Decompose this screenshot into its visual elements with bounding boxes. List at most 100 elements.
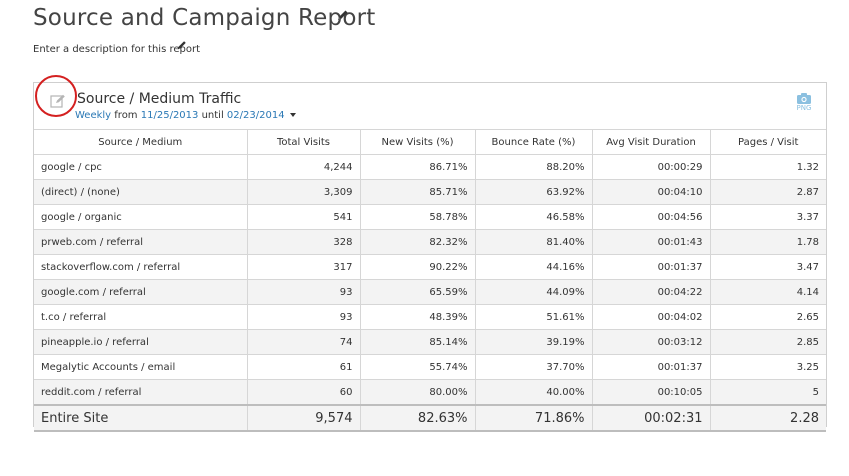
report-description[interactable]: Enter a description for this report: [33, 44, 201, 55]
table-cell: 00:03:12: [591, 329, 711, 355]
total-cell: 00:02:31: [591, 404, 711, 432]
png-export-button[interactable]: PNG: [794, 93, 814, 112]
table-row: pineapple.io / referral 74 85.14% 39.19%…: [34, 329, 826, 355]
caret-down-icon[interactable]: [289, 113, 296, 117]
table-cell: 00:04:10: [591, 179, 711, 205]
table-cell: 46.58%: [474, 204, 593, 230]
table-cell: 81.40%: [474, 229, 593, 255]
date-range-selector[interactable]: Weekly from 11/25/2013 until 02/23/2014: [75, 110, 296, 121]
column-header[interactable]: Pages / Visit: [709, 129, 826, 155]
table-cell: 88.20%: [474, 154, 593, 180]
table-cell: 61: [246, 354, 361, 380]
table-row: google / cpc 4,244 86.71% 88.20% 00:00:2…: [34, 154, 826, 180]
table-cell: 541: [246, 204, 361, 230]
table-cell: 65.59%: [359, 279, 476, 305]
traffic-table: Source / Medium Total Visits New Visits …: [34, 129, 826, 432]
total-cell: 9,574: [246, 404, 361, 432]
table-cell: 3.37: [709, 204, 826, 230]
total-row: Entire Site 9,574 82.63% 71.86% 00:02:31…: [34, 404, 826, 432]
table-cell: 44.09%: [474, 279, 593, 305]
until-label: until: [201, 110, 224, 121]
table-cell: 82.32%: [359, 229, 476, 255]
table-cell: 51.61%: [474, 304, 593, 330]
table-row: stackoverflow.com / referral 317 90.22% …: [34, 254, 826, 280]
table-cell: 86.71%: [359, 154, 476, 180]
table-cell: 48.39%: [359, 304, 476, 330]
column-header[interactable]: Avg Visit Duration: [591, 129, 711, 155]
table-cell: 5: [709, 379, 826, 406]
column-header[interactable]: Total Visits: [246, 129, 361, 155]
table-cell: 55.74%: [359, 354, 476, 380]
table-cell: prweb.com / referral: [34, 229, 248, 255]
table-cell: 80.00%: [359, 379, 476, 406]
table-cell: 85.14%: [359, 329, 476, 355]
table-cell: pineapple.io / referral: [34, 329, 248, 355]
total-cell: 82.63%: [359, 404, 476, 432]
table-cell: 44.16%: [474, 254, 593, 280]
table-row: t.co / referral 93 48.39% 51.61% 00:04:0…: [34, 304, 826, 330]
table-row: google / organic 541 58.78% 46.58% 00:04…: [34, 204, 826, 230]
table-row: prweb.com / referral 328 82.32% 81.40% 0…: [34, 229, 826, 255]
pencil-icon[interactable]: [337, 9, 349, 21]
table-cell: 3.47: [709, 254, 826, 280]
start-date-link[interactable]: 11/25/2013: [140, 110, 199, 121]
end-date-link[interactable]: 02/23/2014: [226, 110, 285, 121]
table-cell: 93: [246, 304, 361, 330]
table-cell: 37.70%: [474, 354, 593, 380]
camera-icon: [797, 93, 811, 104]
table-cell: 00:01:43: [591, 229, 711, 255]
highlight-circle: [35, 75, 77, 117]
table-cell: Megalytic Accounts / email: [34, 354, 248, 380]
table-cell: google / organic: [34, 204, 248, 230]
table-header-row: Source / Medium Total Visits New Visits …: [34, 129, 826, 155]
table-cell: 85.71%: [359, 179, 476, 205]
table-cell: 58.78%: [359, 204, 476, 230]
table-row: (direct) / (none) 3,309 85.71% 63.92% 00…: [34, 179, 826, 205]
png-label: PNG: [796, 104, 812, 112]
table-cell: 39.19%: [474, 329, 593, 355]
table-cell: 3,309: [246, 179, 361, 205]
table-cell: reddit.com / referral: [34, 379, 248, 406]
page-title: Source and Campaign Report: [33, 5, 376, 31]
table-cell: 90.22%: [359, 254, 476, 280]
granularity-link[interactable]: Weekly: [75, 110, 112, 121]
table-cell: 63.92%: [474, 179, 593, 205]
table-row: reddit.com / referral 60 80.00% 40.00% 0…: [34, 379, 826, 406]
table-cell: google / cpc: [34, 154, 248, 180]
table-cell: (direct) / (none): [34, 179, 248, 205]
table-cell: t.co / referral: [34, 304, 248, 330]
table-cell: 74: [246, 329, 361, 355]
table-cell: 1.32: [709, 154, 826, 180]
table-cell: 00:00:29: [591, 154, 711, 180]
table-cell: 2.65: [709, 304, 826, 330]
column-header[interactable]: Source / Medium: [34, 129, 248, 155]
table-cell: 328: [246, 229, 361, 255]
table-cell: 1.78: [709, 229, 826, 255]
table-cell: 4,244: [246, 154, 361, 180]
table-cell: 60: [246, 379, 361, 406]
table-cell: 00:01:37: [591, 354, 711, 380]
table-cell: 93: [246, 279, 361, 305]
table-cell: 2.85: [709, 329, 826, 355]
table-cell: stackoverflow.com / referral: [34, 254, 248, 280]
total-cell: 71.86%: [474, 404, 593, 432]
column-header[interactable]: Bounce Rate (%): [474, 129, 593, 155]
total-cell: 2.28: [709, 404, 826, 432]
table-cell: 00:04:02: [591, 304, 711, 330]
table-cell: 317: [246, 254, 361, 280]
table-cell: 40.00%: [474, 379, 593, 406]
table-cell: 4.14: [709, 279, 826, 305]
table-cell: 2.87: [709, 179, 826, 205]
table-cell: 3.25: [709, 354, 826, 380]
table-cell: google.com / referral: [34, 279, 248, 305]
table-cell: 00:04:56: [591, 204, 711, 230]
from-label: from: [114, 110, 138, 121]
table-cell: 00:01:37: [591, 254, 711, 280]
column-header[interactable]: New Visits (%): [359, 129, 476, 155]
table-row: google.com / referral 93 65.59% 44.09% 0…: [34, 279, 826, 305]
pencil-icon[interactable]: [177, 40, 187, 50]
table-cell: 00:04:22: [591, 279, 711, 305]
table-cell: 00:10:05: [591, 379, 711, 406]
widget-title: Source / Medium Traffic: [77, 91, 242, 107]
total-cell: Entire Site: [34, 404, 248, 432]
